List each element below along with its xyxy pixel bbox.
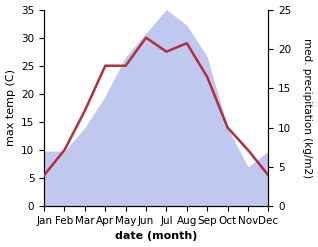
X-axis label: date (month): date (month): [115, 231, 197, 242]
Y-axis label: max temp (C): max temp (C): [5, 69, 16, 146]
Y-axis label: med. precipitation (kg/m2): med. precipitation (kg/m2): [302, 38, 313, 178]
